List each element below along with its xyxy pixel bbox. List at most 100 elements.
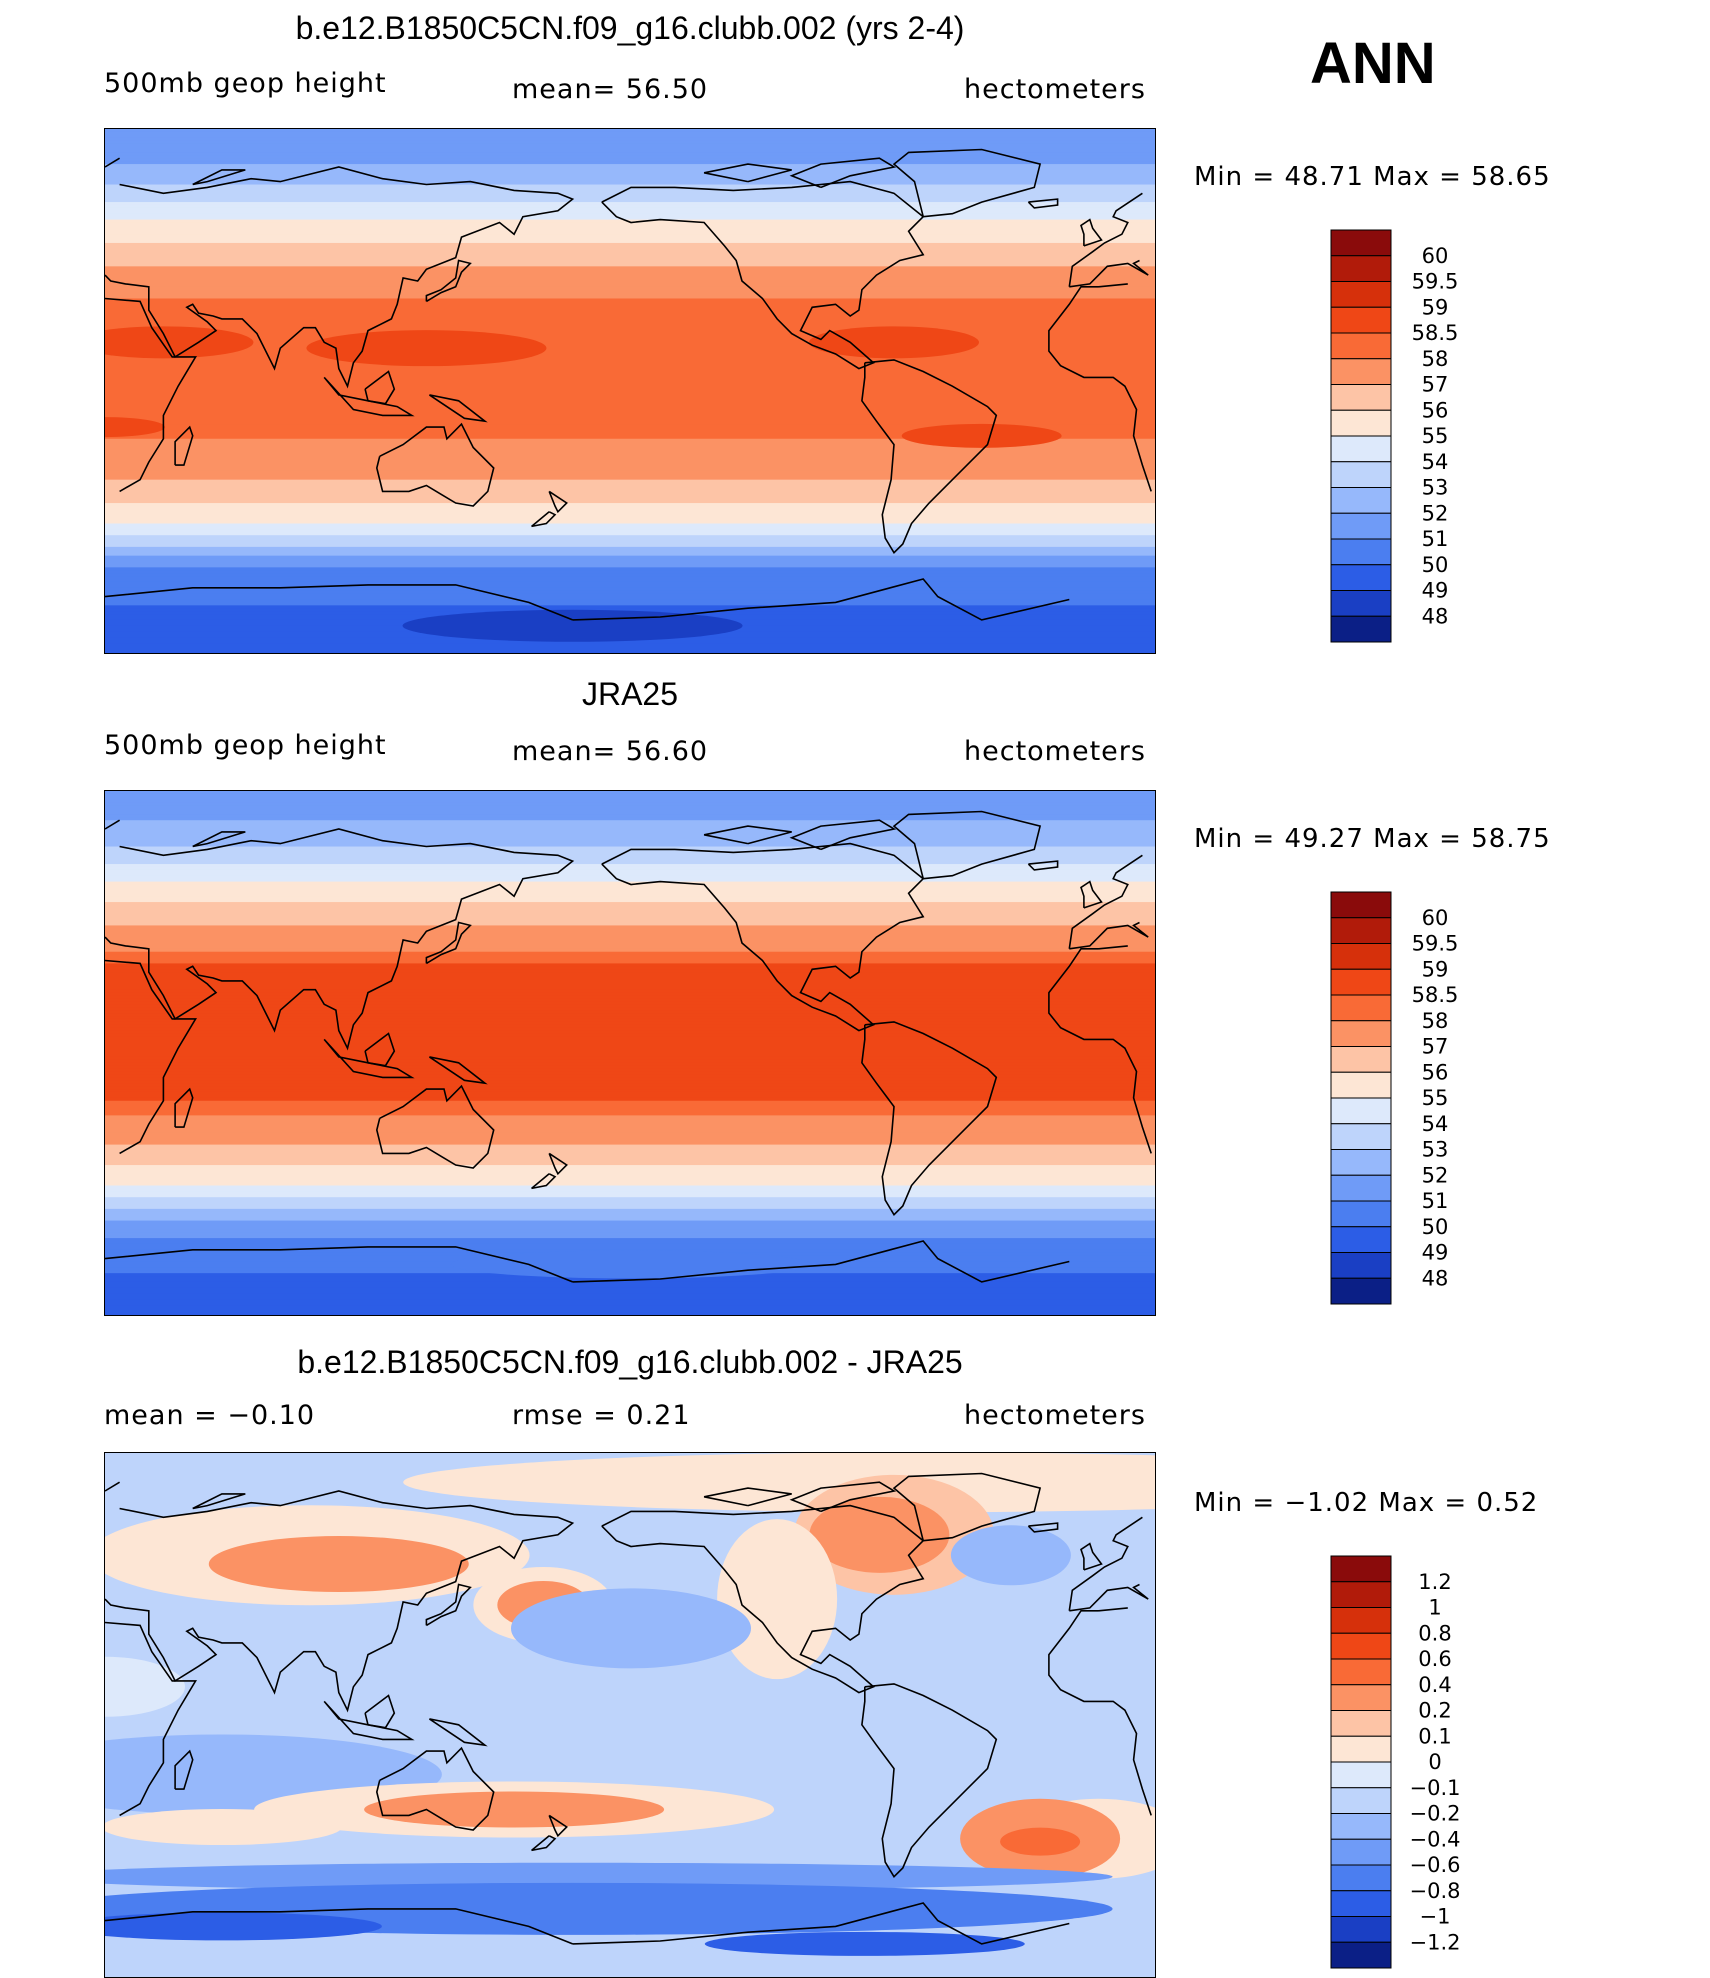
field-band	[105, 187, 1155, 191]
coastlines-diff	[105, 1472, 1152, 1945]
coastline	[105, 945, 1152, 1155]
field-band	[105, 826, 1155, 830]
field-band	[105, 948, 1155, 953]
field-band	[105, 878, 1155, 883]
panel-diff-mean-label: mean = −0.10	[104, 1400, 316, 1431]
field-band	[105, 972, 1155, 976]
coastline	[425, 921, 472, 965]
coastline	[548, 490, 568, 514]
coastline	[531, 511, 557, 528]
field-band	[105, 158, 1155, 162]
field-band	[105, 793, 1155, 798]
field-anomaly	[364, 1791, 665, 1828]
colorbar-tick-label: 49	[1422, 579, 1449, 603]
field-band	[105, 538, 1155, 542]
panel-model-minmax: Min = 48.71 Max = 58.65	[1194, 162, 1551, 192]
colorbar-swatch	[1330, 1684, 1392, 1711]
field-band	[105, 1054, 1155, 1058]
field-band	[105, 1042, 1155, 1046]
field-band	[105, 514, 1155, 519]
field-band	[105, 910, 1155, 915]
panel-model-units-label: hectometers	[964, 74, 1146, 105]
coastline	[105, 283, 1152, 493]
field-band	[105, 1097, 1155, 1102]
colorbar-swatch	[1330, 1890, 1392, 1917]
field-band	[105, 424, 1155, 428]
field-band	[105, 937, 1155, 941]
field-band	[105, 1132, 1155, 1137]
field-band	[105, 1290, 1155, 1295]
coastline	[105, 1490, 1149, 1713]
field-band	[105, 260, 1155, 265]
field-band	[105, 269, 1155, 273]
field-band	[105, 400, 1155, 405]
field-band	[105, 222, 1155, 227]
field-band	[105, 1194, 1155, 1198]
field-band	[105, 301, 1155, 305]
field-band	[105, 365, 1155, 370]
field-band	[105, 354, 1155, 358]
colorbar-tick-label: 59	[1422, 295, 1449, 319]
field-band	[105, 508, 1155, 513]
colorbar-swatch	[1330, 1658, 1392, 1686]
field-band	[105, 983, 1155, 988]
field-band	[105, 558, 1155, 563]
field-band	[105, 799, 1155, 804]
field-band	[105, 1013, 1155, 1017]
field-band	[105, 394, 1155, 399]
field-band	[105, 225, 1155, 229]
field-band	[105, 415, 1155, 419]
field-anomaly	[105, 417, 165, 438]
field-band	[105, 649, 1155, 653]
coastline	[789, 1481, 897, 1513]
field-band	[105, 359, 1155, 364]
colorbar-tick-label: 0.8	[1418, 1621, 1451, 1645]
colorbar-tick-label: 60	[1422, 244, 1449, 268]
field-band	[105, 1156, 1155, 1160]
field-band	[105, 503, 1155, 507]
field-band	[105, 210, 1155, 215]
colorbar-tick-label: 58	[1422, 1009, 1449, 1033]
field-band	[105, 913, 1155, 918]
field-band	[105, 1010, 1155, 1014]
field-band	[105, 441, 1155, 446]
coastline	[105, 828, 1149, 1051]
coastline	[703, 163, 792, 183]
field-band	[105, 869, 1155, 874]
field-band	[105, 890, 1155, 894]
map-obs	[104, 790, 1156, 1316]
field-band	[105, 931, 1155, 935]
field-band	[105, 280, 1155, 285]
field-band	[105, 131, 1155, 136]
field-band	[105, 823, 1155, 827]
colorbar-tick-label: 58.5	[1412, 321, 1459, 345]
colorbar-swatch	[1330, 538, 1392, 566]
map-obs-svg	[105, 791, 1155, 1315]
field-band	[105, 403, 1155, 408]
field-band	[105, 1159, 1155, 1163]
field-anomaly	[306, 330, 547, 367]
coastline	[192, 169, 246, 186]
field-band	[105, 467, 1155, 472]
field-anomaly	[538, 1705, 899, 1786]
field-band	[105, 875, 1155, 880]
field-band	[105, 1188, 1155, 1192]
field-band	[105, 1296, 1155, 1301]
panel-diff-title: b.e12.B1850C5CN.f09_g16.clubb.002 - JRA2…	[297, 1344, 963, 1380]
field-band	[105, 593, 1155, 598]
colorbar-tick-label: 54	[1422, 1112, 1449, 1136]
field-band	[105, 368, 1155, 373]
field-band	[105, 1299, 1155, 1303]
colorbar-tick-label: 0.4	[1418, 1673, 1451, 1697]
colorbar-swatch	[1330, 891, 1392, 919]
field-band	[105, 643, 1155, 647]
colorbar-model: 60 59.5 59 58.5 58 57 56 55 54 53 52 51 50 49 48	[1330, 229, 1458, 643]
field-band	[105, 172, 1155, 177]
field-band	[105, 482, 1155, 487]
coastline	[1027, 860, 1059, 871]
field-band	[105, 1217, 1155, 1222]
coastline	[1080, 1542, 1103, 1571]
field-band	[105, 1211, 1155, 1216]
field-band	[105, 152, 1155, 156]
field-band	[105, 339, 1155, 343]
